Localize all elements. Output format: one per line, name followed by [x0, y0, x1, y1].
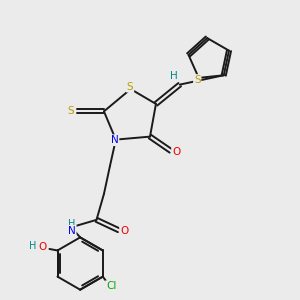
Text: S: S: [127, 82, 134, 92]
Text: H: H: [170, 71, 178, 81]
Text: O: O: [38, 242, 47, 253]
Text: N: N: [68, 226, 76, 236]
Text: O: O: [172, 147, 180, 158]
Text: S: S: [194, 75, 201, 85]
Text: S: S: [67, 106, 74, 116]
Text: H: H: [29, 241, 37, 251]
Text: O: O: [120, 226, 128, 236]
Text: Cl: Cl: [106, 281, 116, 291]
Text: N: N: [111, 135, 119, 145]
Text: H: H: [68, 219, 76, 229]
